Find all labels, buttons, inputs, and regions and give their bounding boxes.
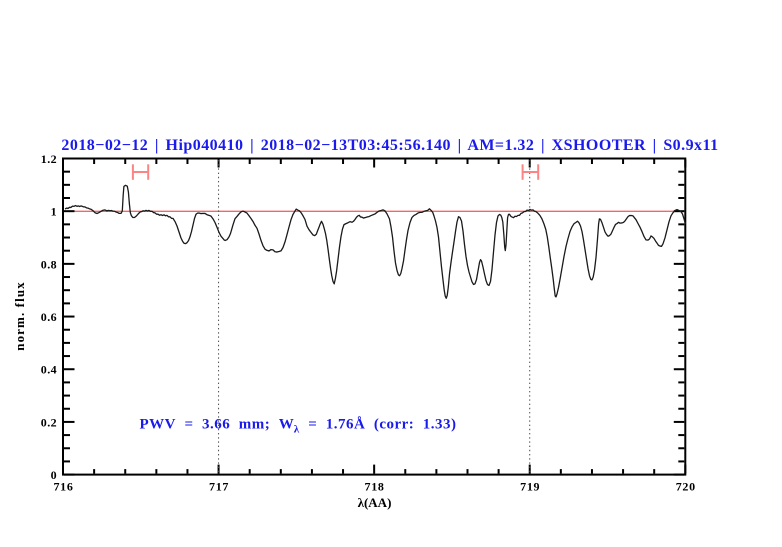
svg-text:719: 719	[520, 480, 540, 494]
svg-text:1.2: 1.2	[41, 152, 57, 166]
svg-text:717: 717	[209, 480, 229, 494]
svg-text:0.2: 0.2	[41, 415, 57, 429]
svg-text:720: 720	[676, 480, 696, 494]
svg-text:norm. flux: norm. flux	[12, 281, 27, 351]
svg-text:0.8: 0.8	[41, 257, 57, 271]
svg-text:718: 718	[365, 480, 385, 494]
svg-text:0: 0	[51, 468, 57, 482]
svg-text:1: 1	[51, 205, 57, 219]
svg-text:716: 716	[53, 480, 73, 494]
svg-text:0.6: 0.6	[41, 310, 57, 324]
svg-text:λ(AA): λ(AA)	[358, 495, 392, 510]
svg-text:PWV = 3.66 mm; Wλ = 1.76: PWV = 3.66 mm; Wλ = 1.76Å (corr: 1.33)	[140, 416, 457, 435]
svg-text:2018−02−12 | Hip040410 | 2018−: 2018−02−12 | Hip040410 | 2018−02−13T03:4…	[61, 137, 718, 154]
svg-text:0.4: 0.4	[41, 363, 57, 377]
